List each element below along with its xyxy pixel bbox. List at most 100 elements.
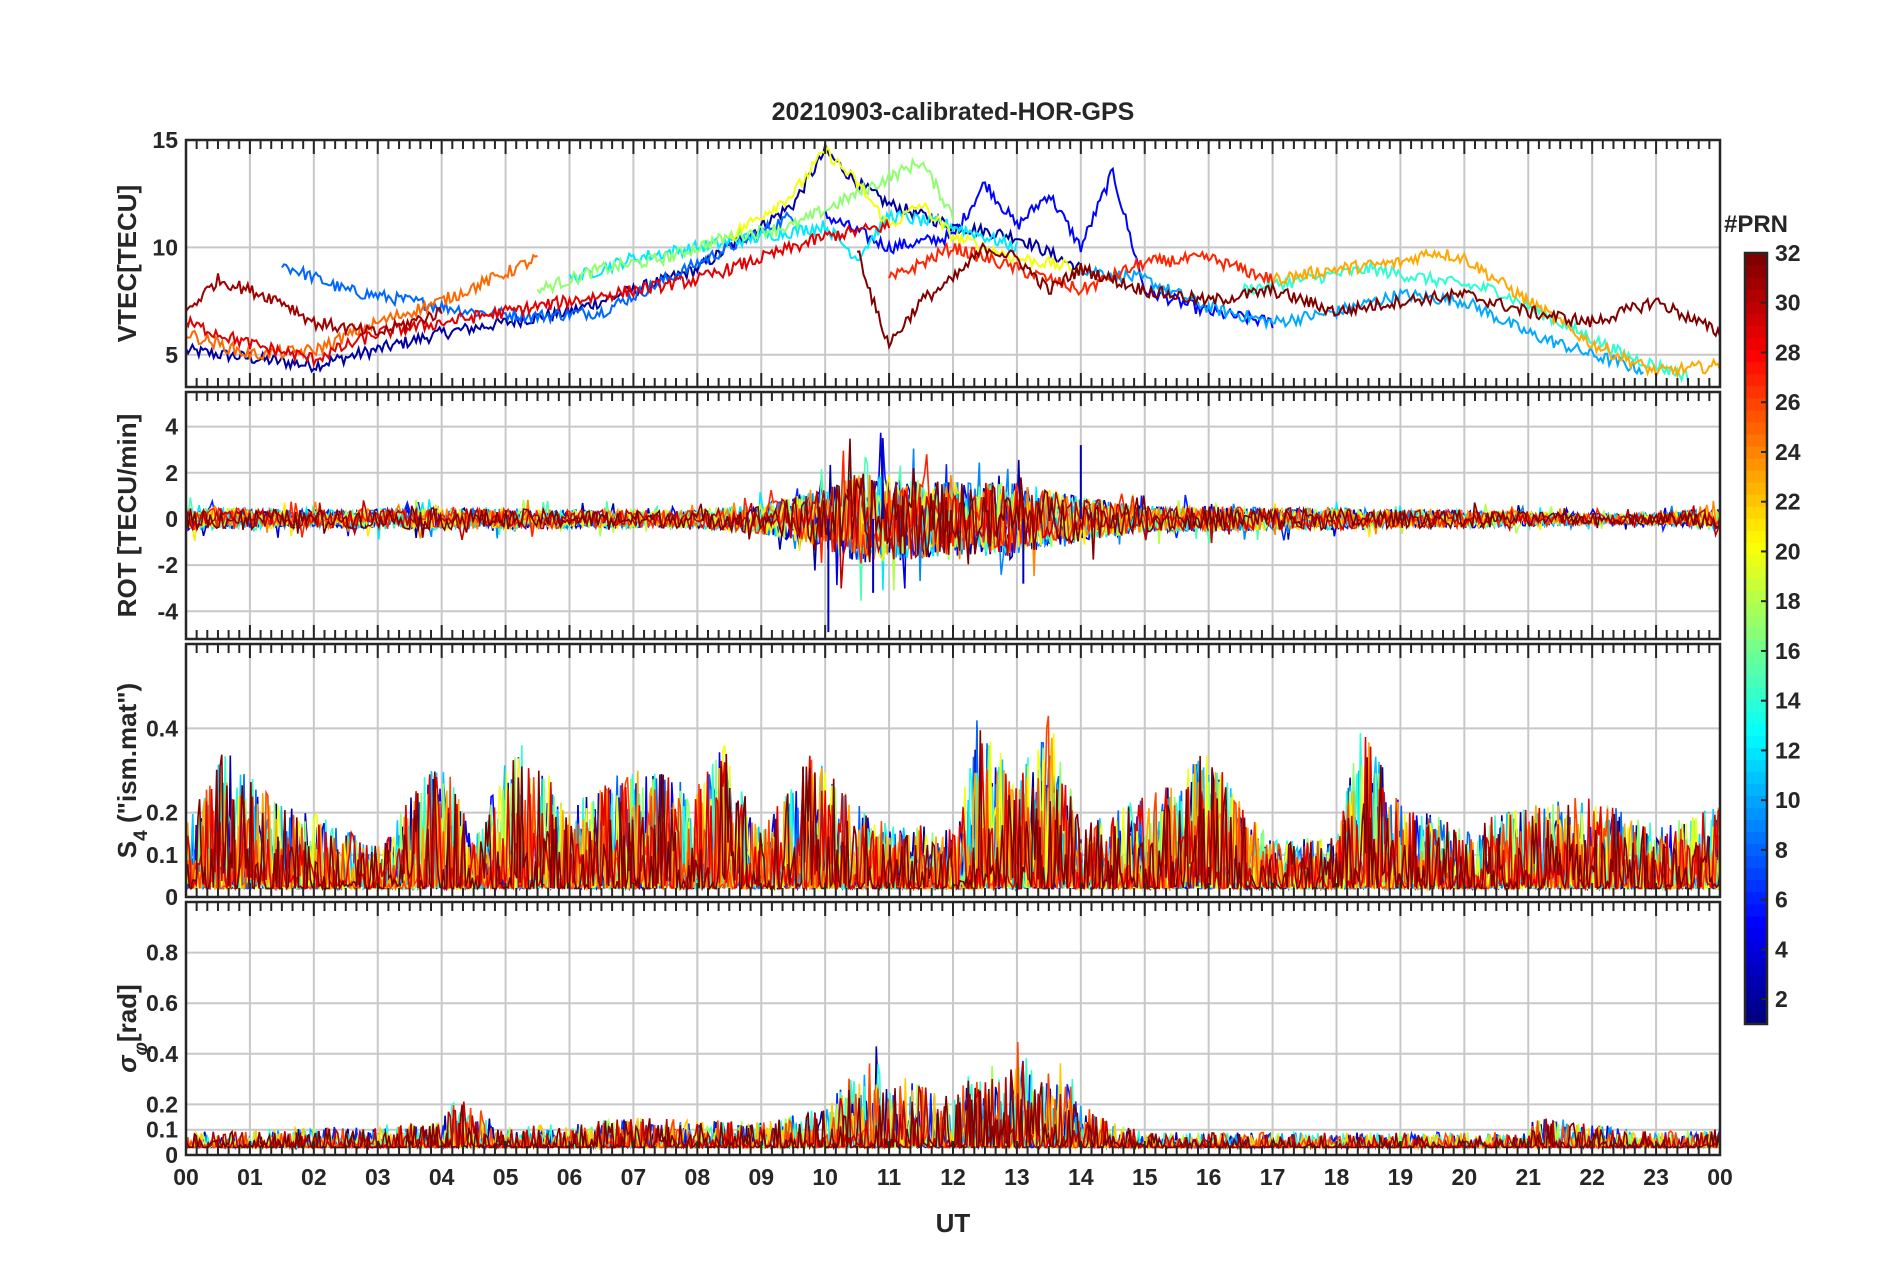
- colorbar-segment: [1745, 916, 1767, 929]
- y-tick-label: 10: [152, 234, 178, 260]
- x-tick-label: 00: [173, 1164, 199, 1190]
- x-tick-label: 17: [1260, 1164, 1286, 1190]
- colorbar-segment: [1745, 518, 1767, 531]
- colorbar-segment: [1745, 867, 1767, 880]
- colorbar-segment: [1745, 952, 1767, 965]
- colorbar-segment: [1745, 976, 1767, 989]
- colorbar-segment: [1745, 398, 1767, 411]
- colorbar-segment: [1745, 470, 1767, 483]
- x-tick-label: 16: [1196, 1164, 1222, 1190]
- x-tick-label: 22: [1579, 1164, 1605, 1190]
- chart-title: 20210903-calibrated-HOR-GPS: [772, 98, 1135, 126]
- figure: 20210903-calibrated-HOR-GPS 5 10 15 VTEC[TE…: [0, 0, 1902, 1272]
- colorbar-tick-label: 12: [1775, 737, 1801, 763]
- colorbar-tick-label: 8: [1775, 837, 1788, 863]
- colorbar-segment: [1745, 675, 1767, 688]
- colorbar-segment: [1745, 530, 1767, 543]
- colorbar-segment: [1745, 458, 1767, 471]
- y-tick-label: 0.2: [146, 1091, 178, 1117]
- colorbar-tick-label: 28: [1775, 339, 1801, 365]
- colorbar-tick-label: 10: [1775, 787, 1801, 813]
- colorbar-tick-label: 2: [1775, 986, 1788, 1012]
- x-tick-label: 23: [1643, 1164, 1669, 1190]
- colorbar-tick-label: 20: [1775, 538, 1801, 564]
- x-tick-label: 04: [429, 1164, 455, 1190]
- colorbar-segment: [1745, 614, 1767, 627]
- colorbar-segment: [1745, 313, 1767, 326]
- colorbar-segment: [1745, 434, 1767, 447]
- x-tick-label: 07: [621, 1164, 647, 1190]
- y-tick-label: 0.8: [146, 940, 178, 966]
- y-axis-label: ROT [TECU/min]: [112, 414, 142, 618]
- colorbar-segment: [1745, 410, 1767, 423]
- colorbar-segment: [1745, 904, 1767, 917]
- colorbar-segment: [1745, 771, 1767, 784]
- x-tick-label: 05: [493, 1164, 519, 1190]
- y-axis-label: VTEC[TECU]: [112, 185, 142, 342]
- panel-3: 0 0.1 0.2 0.4S4 ("ism.mat"): [112, 644, 1720, 910]
- x-tick-label: 02: [301, 1164, 327, 1190]
- colorbar-segment: [1745, 891, 1767, 904]
- colorbar-segment: [1745, 566, 1767, 579]
- colorbar-segment: [1745, 422, 1767, 435]
- colorbar-tick-label: 30: [1775, 290, 1801, 316]
- x-tick-label: 10: [812, 1164, 838, 1190]
- colorbar-segment: [1745, 554, 1767, 567]
- y-tick-label: 15: [152, 127, 178, 153]
- colorbar-segment: [1745, 819, 1767, 832]
- colorbar-segment: [1745, 663, 1767, 676]
- y-tick-label: 0: [165, 506, 178, 532]
- colorbar-segment: [1745, 361, 1767, 374]
- x-tick-label: 20: [1452, 1164, 1478, 1190]
- colorbar-tick-label: 24: [1775, 439, 1801, 465]
- colorbar-segment: [1745, 602, 1767, 615]
- colorbar-segment: [1745, 494, 1767, 507]
- colorbar-segment: [1745, 578, 1767, 591]
- x-tick-label: 18: [1324, 1164, 1350, 1190]
- colorbar-tick-label: 4: [1775, 936, 1788, 962]
- colorbar-tick-label: 6: [1775, 887, 1788, 913]
- x-tick-label: 19: [1388, 1164, 1414, 1190]
- chart-svg: 20210903-calibrated-HOR-GPS 5 10 15 VTEC[TE…: [0, 0, 1902, 1272]
- x-tick-label: 13: [1004, 1164, 1030, 1190]
- colorbar-segment: [1745, 626, 1767, 639]
- colorbar-segment: [1745, 349, 1767, 362]
- x-tick-label: 14: [1068, 1164, 1094, 1190]
- colorbar-segment: [1745, 265, 1767, 278]
- colorbar-segment: [1745, 687, 1767, 700]
- x-tick-label: 12: [940, 1164, 966, 1190]
- y-tick-label: 5: [165, 342, 178, 368]
- y-tick-label: -4: [158, 598, 179, 624]
- y-tick-label: 0.2: [146, 800, 178, 826]
- colorbar-segment: [1745, 651, 1767, 664]
- panel-4: 00.10.20.40.60.8σφ[rad]: [112, 902, 1720, 1168]
- colorbar: #PRN2468101214161820222426283032: [1724, 211, 1801, 1025]
- colorbar-segment: [1745, 783, 1767, 796]
- colorbar-tick-label: 16: [1775, 638, 1801, 664]
- colorbar-segment: [1745, 747, 1767, 760]
- x-tick-label: 03: [365, 1164, 391, 1190]
- y-tick-label: 4: [165, 414, 178, 440]
- y-tick-label: 2: [165, 460, 178, 486]
- colorbar-segment: [1745, 386, 1767, 399]
- colorbar-segment: [1745, 711, 1767, 724]
- y-tick-label: 0.4: [146, 715, 178, 741]
- x-tick-label: 06: [557, 1164, 583, 1190]
- colorbar-segment: [1745, 289, 1767, 302]
- colorbar-segment: [1745, 542, 1767, 555]
- panel-2: -4 -2 0 2 4 ROT [TECU/min]: [112, 392, 1720, 639]
- colorbar-segment: [1745, 325, 1767, 338]
- x-tick-label: 01: [237, 1164, 263, 1190]
- colorbar-segment: [1745, 723, 1767, 736]
- colorbar-segment: [1745, 482, 1767, 495]
- y-axis-label: S4 ("ism.mat"): [112, 683, 152, 858]
- x-tick-label: 08: [685, 1164, 711, 1190]
- y-tick-label: 0.6: [146, 990, 178, 1016]
- colorbar-segment: [1745, 807, 1767, 820]
- colorbar-segment: [1745, 855, 1767, 868]
- y-tick-label: 0: [165, 884, 178, 910]
- colorbar-segment: [1745, 253, 1767, 266]
- colorbar-segment: [1745, 506, 1767, 519]
- x-axis: 00 01 02 03 04 05 06 07 08 09 10 11 12 13 14 15 16 17 18 19…: [173, 1164, 1733, 1190]
- x-tick-label: 00: [1707, 1164, 1733, 1190]
